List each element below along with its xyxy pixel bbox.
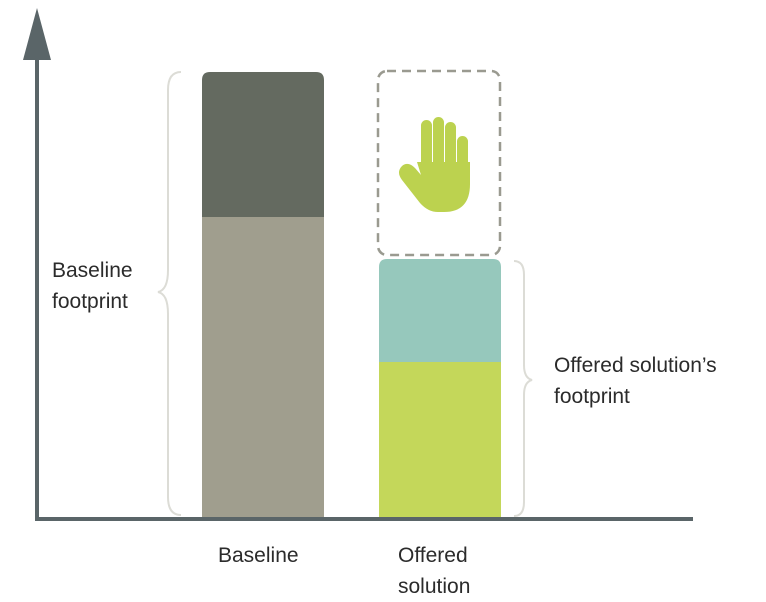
baseline-brace bbox=[157, 71, 182, 516]
offered-footprint-brace bbox=[513, 260, 533, 517]
offered-solution-bar bbox=[379, 259, 501, 517]
category-label-offered-solution: Offered solution bbox=[398, 540, 470, 602]
axes bbox=[23, 8, 693, 521]
offered-bar-top-segment bbox=[379, 259, 501, 362]
baseline-bar-bottom-segment bbox=[202, 215, 324, 517]
hand-icon bbox=[399, 117, 470, 212]
category-offered-line-1: Offered bbox=[398, 544, 468, 567]
arrow-up-icon bbox=[23, 8, 51, 60]
baseline-bar bbox=[202, 72, 324, 517]
baseline-footprint-line-1: Baseline bbox=[52, 259, 133, 282]
baseline-footprint-label: Baseline footprint bbox=[52, 255, 133, 317]
category-baseline-line-1: Baseline bbox=[218, 544, 299, 567]
reduction-dashed-outline bbox=[376, 69, 502, 257]
offered-footprint-line-1: Offered solution’s bbox=[554, 354, 717, 377]
baseline-footprint-line-2: footprint bbox=[52, 290, 128, 313]
offered-footprint-label: Offered solution’s footprint bbox=[554, 350, 717, 412]
baseline-bar-top-segment bbox=[202, 72, 324, 217]
category-label-baseline: Baseline bbox=[218, 540, 299, 571]
category-offered-line-2: solution bbox=[398, 575, 471, 598]
offered-bar-bottom-segment bbox=[379, 360, 501, 517]
offered-footprint-line-2: footprint bbox=[554, 385, 630, 408]
